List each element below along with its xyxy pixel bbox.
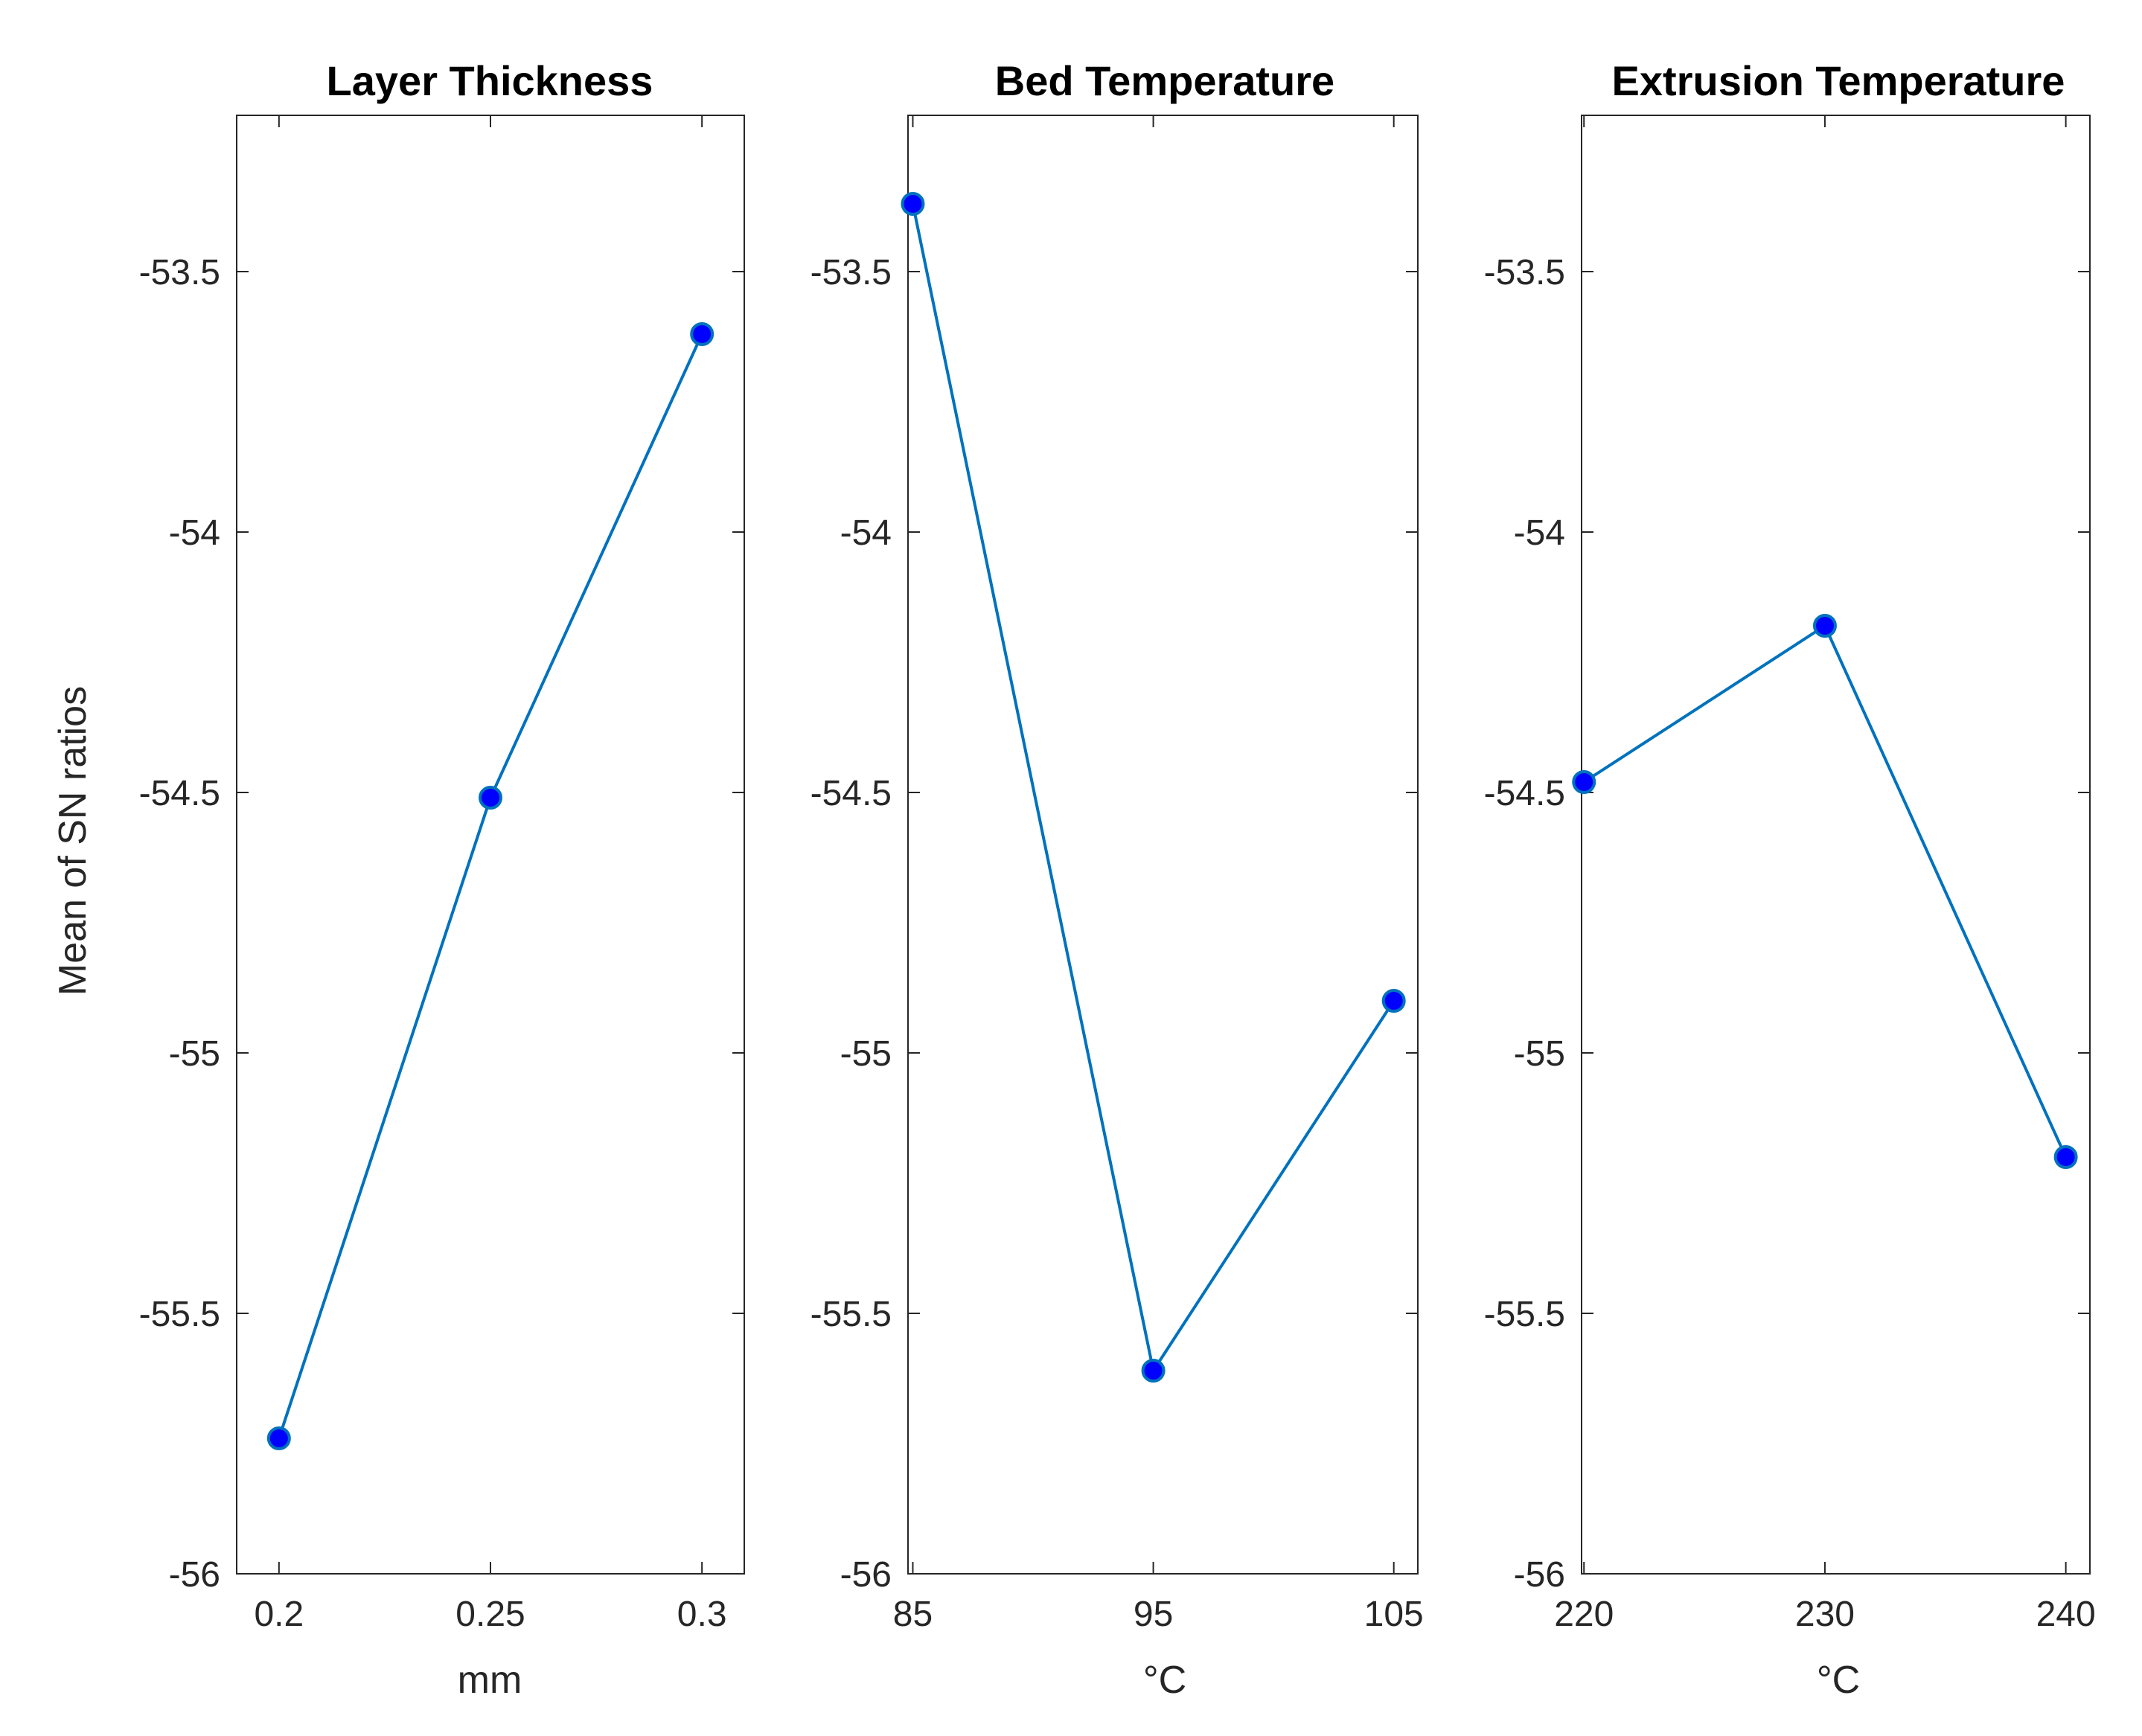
x-axis-label-extrusion-temperature: °C bbox=[1817, 1659, 1860, 1702]
x-tick-label: 0.25 bbox=[455, 1595, 525, 1634]
y-tick-label: -55.5 bbox=[811, 1295, 892, 1334]
x-axis-label-bed-temperature: °C bbox=[1143, 1659, 1186, 1702]
x-axis-label-layer-thickness: mm bbox=[458, 1659, 522, 1702]
plot-area-layer-thickness: -56 -55.5 -55 -54.5 -54 -53.5 0.2 0.25 0.3 bbox=[139, 115, 745, 1634]
y-tick-label: -56 bbox=[169, 1555, 220, 1595]
data-point bbox=[1381, 989, 1406, 1013]
y-tick-label: -54 bbox=[1514, 513, 1565, 553]
data-point bbox=[1572, 770, 1596, 794]
y-tick-label: -54 bbox=[840, 513, 892, 553]
x-tick-label: 105 bbox=[1364, 1595, 1424, 1634]
data-point bbox=[901, 192, 925, 216]
data-point bbox=[690, 322, 714, 346]
y-tick-label: -55.5 bbox=[1484, 1295, 1565, 1334]
plot-area-bed-temperature: -56 -55.5 -55 -54.5 -54 -53.5 85 95 105 bbox=[811, 115, 1424, 1634]
y-tick-label: -55 bbox=[840, 1034, 892, 1074]
data-point bbox=[1141, 1359, 1166, 1383]
y-tick-label: -53.5 bbox=[1484, 253, 1565, 292]
y-tick-label: -55 bbox=[169, 1034, 220, 1074]
data-point bbox=[266, 1426, 291, 1450]
panel-extrusion-temperature: Extrusion Temperature °C bbox=[1612, 57, 2065, 1702]
panel-title-layer-thickness: Layer Thickness bbox=[327, 57, 653, 104]
y-tick-label: -53.5 bbox=[811, 253, 892, 292]
y-tick-label: -55.5 bbox=[139, 1295, 220, 1334]
x-tick-label: 220 bbox=[1554, 1595, 1614, 1634]
x-tick-label: 95 bbox=[1134, 1595, 1173, 1634]
panel-layer-thickness: Layer Thickness mm bbox=[327, 57, 653, 1702]
y-tick-label: -53.5 bbox=[139, 253, 220, 292]
axes-frame bbox=[907, 115, 1419, 1575]
x-tick-label: 240 bbox=[2036, 1595, 2096, 1634]
y-tick-label: -54.5 bbox=[1484, 774, 1565, 813]
data-point bbox=[1812, 614, 1837, 638]
panel-title-bed-temperature: Bed Temperature bbox=[995, 57, 1334, 104]
y-tick-label: -54 bbox=[169, 513, 220, 553]
axes-frame bbox=[1581, 115, 2091, 1575]
y-axis-label: Mean of SN ratios bbox=[51, 686, 95, 996]
y-tick-label: -54.5 bbox=[811, 774, 892, 813]
data-point bbox=[479, 786, 502, 810]
y-tick-label: -55 bbox=[1514, 1034, 1565, 1074]
data-point bbox=[2053, 1145, 2078, 1169]
panel-bed-temperature: Bed Temperature °C bbox=[995, 57, 1334, 1702]
x-tick-label: 230 bbox=[1795, 1595, 1855, 1634]
y-tick-label: -56 bbox=[840, 1555, 892, 1595]
panel-title-extrusion-temperature: Extrusion Temperature bbox=[1612, 57, 2065, 104]
x-tick-label: 85 bbox=[893, 1595, 933, 1634]
y-tick-label: -56 bbox=[1514, 1555, 1565, 1595]
y-tick-label: -54.5 bbox=[139, 774, 220, 813]
plot-area-extrusion-temperature: -56 -55.5 -55 -54.5 -54 -53.5 220 230 240 bbox=[1484, 115, 2096, 1634]
x-tick-label: 0.3 bbox=[677, 1595, 727, 1634]
x-tick-label: 0.2 bbox=[254, 1595, 304, 1634]
